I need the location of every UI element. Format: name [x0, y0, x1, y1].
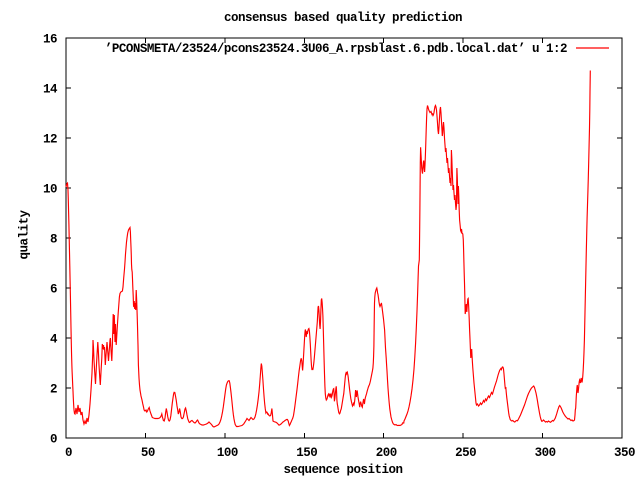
svg-text:14: 14	[43, 83, 58, 97]
svg-text:0: 0	[65, 446, 72, 460]
svg-text:16: 16	[43, 33, 57, 47]
svg-text:0: 0	[50, 433, 57, 447]
svg-text:sequence position: sequence position	[283, 463, 402, 477]
svg-text:100: 100	[217, 446, 238, 460]
svg-text:quality: quality	[18, 210, 32, 260]
svg-text:10: 10	[43, 183, 57, 197]
svg-text:’PCONSMETA/23524/pcons23524.3U: ’PCONSMETA/23524/pcons23524.3U06_A.rpsbl…	[105, 42, 567, 56]
svg-text:2: 2	[50, 383, 57, 397]
svg-text:12: 12	[43, 133, 57, 147]
svg-text:8: 8	[50, 233, 57, 247]
svg-text:200: 200	[376, 446, 397, 460]
svg-text:50: 50	[141, 446, 155, 460]
svg-text:300: 300	[535, 446, 556, 460]
svg-text:150: 150	[296, 446, 317, 460]
svg-text:consensus based quality predic: consensus based quality prediction	[224, 11, 462, 25]
svg-text:6: 6	[50, 283, 57, 297]
svg-text:250: 250	[455, 446, 476, 460]
svg-text:4: 4	[50, 333, 58, 347]
svg-text:350: 350	[614, 446, 635, 460]
